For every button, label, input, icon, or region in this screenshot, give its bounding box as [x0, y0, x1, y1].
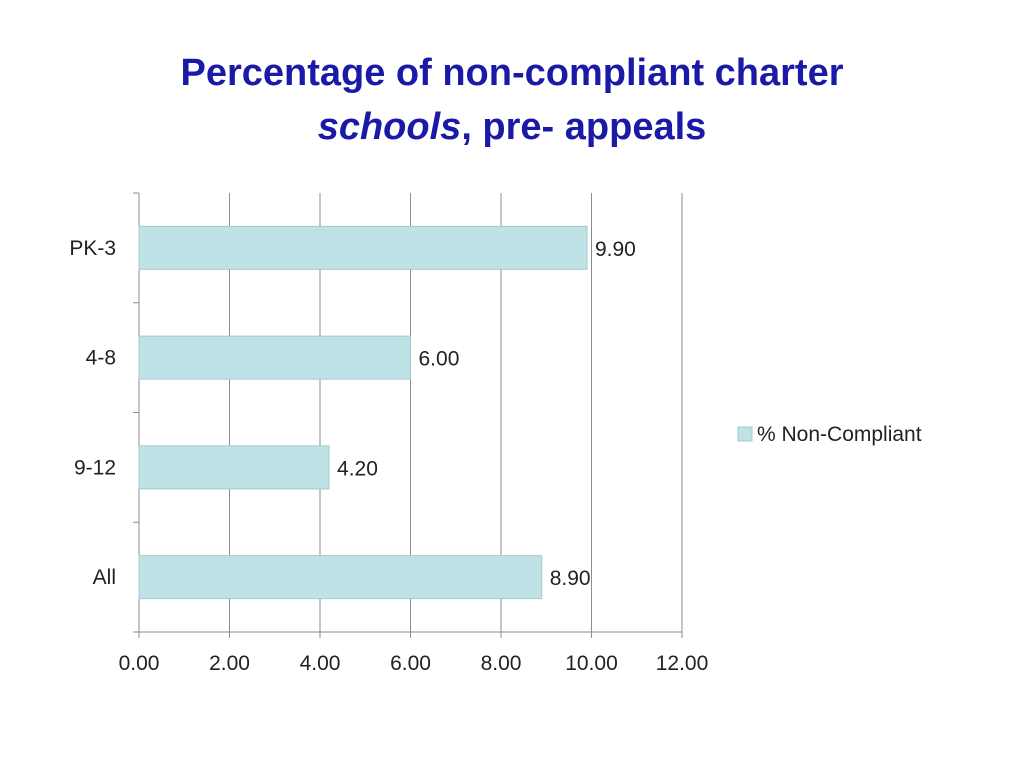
data-label: 8.90 [550, 567, 591, 590]
title-line-1: Percentage of non-compliant charter [180, 52, 844, 94]
x-tick-label: 2.00 [209, 652, 250, 675]
chart-title: Percentage of non-compliant charter scho… [0, 46, 1024, 154]
bar [138, 555, 543, 600]
category-label: PK-3 [69, 237, 116, 260]
bar [138, 225, 588, 270]
data-label: 9.90 [595, 238, 636, 261]
x-tick-label: 0.00 [119, 652, 160, 675]
data-label: 6.00 [419, 348, 460, 371]
title-line-2: schools, pre- appeals [0, 100, 1024, 154]
legend-swatch [737, 426, 753, 442]
x-tick-label: 4.00 [300, 652, 341, 675]
legend-label: % Non-Compliant [757, 423, 922, 446]
bar [138, 445, 330, 490]
title-emphasis: schools [317, 106, 462, 148]
x-tick-label: 12.00 [656, 652, 709, 675]
category-label: 9-12 [74, 456, 116, 479]
x-tick-label: 8.00 [481, 652, 522, 675]
data-label: 4.20 [337, 457, 378, 480]
title-rest: , pre- appeals [461, 106, 707, 148]
category-label: All [93, 566, 116, 589]
x-tick-label: 10.00 [565, 652, 618, 675]
x-tick-label: 6.00 [390, 652, 431, 675]
bar [138, 335, 411, 380]
category-label: 4-8 [86, 347, 116, 370]
